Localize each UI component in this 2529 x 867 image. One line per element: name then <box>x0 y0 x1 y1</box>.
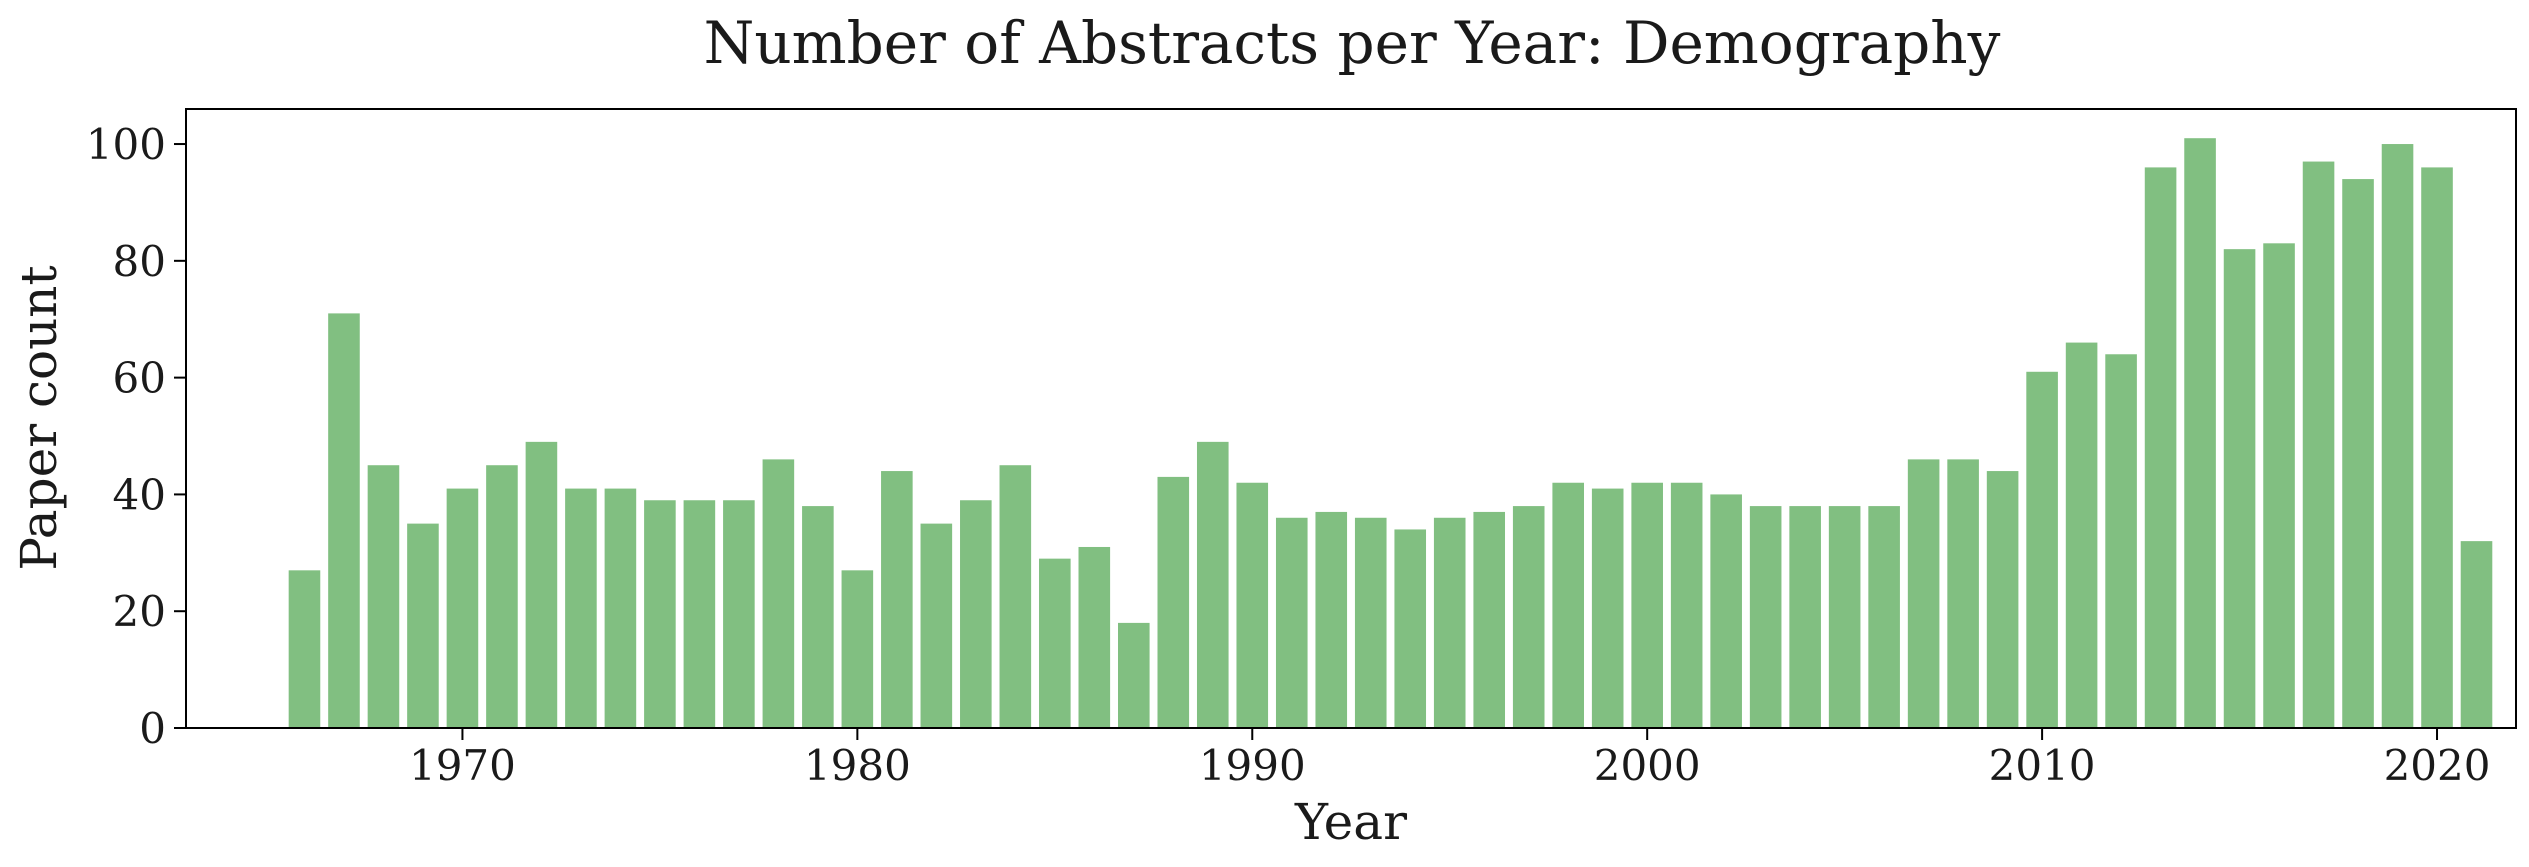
bar-1986 <box>1078 546 1111 728</box>
bar-1989 <box>1196 441 1229 728</box>
bar-1994 <box>1394 529 1427 728</box>
bar-1993 <box>1354 517 1387 728</box>
bar-2002 <box>1710 494 1742 728</box>
x-tick-label: 2010 <box>1989 741 2096 790</box>
bar-2014 <box>2184 138 2216 728</box>
bar-2016 <box>2263 243 2295 728</box>
bar-1979 <box>802 506 834 728</box>
bar-2018 <box>2342 179 2374 728</box>
bar-1983 <box>960 500 992 728</box>
bar-1969 <box>407 523 439 728</box>
bar-1975 <box>644 500 676 728</box>
bar-2020 <box>2421 167 2453 728</box>
bar-1981 <box>881 471 913 728</box>
x-tick-label: 2000 <box>1594 741 1701 790</box>
y-tick-label: 80 <box>113 237 166 286</box>
bar-1998 <box>1552 482 1584 728</box>
bar-2015 <box>2223 249 2256 728</box>
chart-title: Number of Abstracts per Year: Demography <box>704 9 2001 77</box>
bar-2011 <box>2065 342 2098 728</box>
bar-2004 <box>1789 506 1821 728</box>
bar-1971 <box>486 465 518 728</box>
bar-2007 <box>1907 459 1940 728</box>
bar-1978 <box>762 459 795 728</box>
x-axis-ticks: 1970 1980 1990 2000 2010 2020 <box>409 728 2490 790</box>
bar-1970 <box>446 488 479 728</box>
bar-2006 <box>1868 506 1900 728</box>
bar-1990 <box>1236 482 1269 728</box>
bar-series <box>288 138 2493 729</box>
bar-1991 <box>1275 517 1308 728</box>
bar-1974 <box>604 488 637 728</box>
x-axis-label: Year <box>1294 793 1407 851</box>
plot-frame <box>185 108 2517 729</box>
bar-1985 <box>1039 558 1071 728</box>
bar-2017 <box>2302 161 2335 728</box>
bar-2019 <box>2381 144 2414 729</box>
x-tick-label: 1990 <box>1199 741 1306 790</box>
y-tick-label: 40 <box>113 470 166 519</box>
bar-1980 <box>841 570 874 728</box>
bar-2010 <box>2026 371 2058 728</box>
bar-1999 <box>1591 488 1624 728</box>
bar-2005 <box>1828 506 1861 728</box>
bar-1977 <box>723 500 755 728</box>
bar-1966 <box>288 570 321 728</box>
bar-2009 <box>1986 471 2019 728</box>
bar-2003 <box>1749 506 1782 728</box>
bar-1997 <box>1512 506 1545 728</box>
y-tick-label: 20 <box>113 587 166 636</box>
bar-1976 <box>683 500 716 728</box>
bar-1984 <box>999 465 1032 728</box>
bar-2008 <box>1947 459 1979 728</box>
x-tick-label: 1980 <box>804 741 911 790</box>
bar-1987 <box>1118 622 1150 728</box>
bar-1972 <box>525 441 558 728</box>
bar-1992 <box>1315 511 1348 728</box>
x-tick-label: 2020 <box>2384 741 2491 790</box>
y-tick-label: 100 <box>86 120 166 169</box>
bar-1995 <box>1433 517 1466 728</box>
bar-1973 <box>565 488 597 728</box>
bar-1968 <box>367 465 400 728</box>
y-tick-label: 0 <box>139 704 166 753</box>
bar-2001 <box>1670 482 1703 728</box>
bar-2012 <box>2105 354 2137 728</box>
y-axis-label: Paper count <box>10 265 68 570</box>
y-tick-label: 60 <box>113 354 166 403</box>
y-axis-ticks: 0 20 40 60 80 100 <box>86 120 186 753</box>
bar-1996 <box>1473 511 1506 728</box>
bar-1967 <box>328 313 360 728</box>
bar-1988 <box>1157 476 1190 728</box>
bar-2013 <box>2144 167 2177 728</box>
bar-2021 <box>2460 541 2493 728</box>
bar-2000 <box>1631 482 1663 728</box>
x-tick-label: 1970 <box>409 741 516 790</box>
bar-1982 <box>920 523 953 728</box>
